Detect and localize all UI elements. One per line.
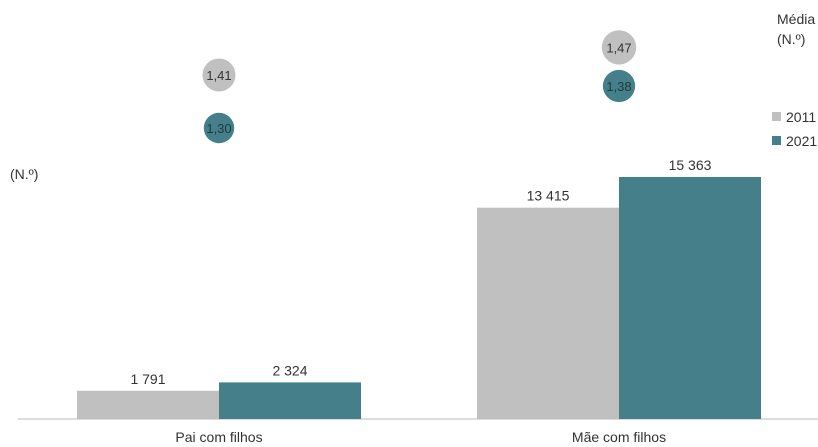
avg-bubble-mae-2011 xyxy=(601,30,637,65)
avg-bubble-pai-2011 xyxy=(202,58,236,92)
avg-bubble-pai-2021 xyxy=(203,112,235,144)
bar-pai-2011 xyxy=(77,390,219,419)
x-tick-label-pai: Pai com filhos xyxy=(175,429,262,445)
x-tick-label-mae: Mãe com filhos xyxy=(572,429,666,445)
average-unit: (N.º) xyxy=(777,31,805,47)
legend-swatch-2011 xyxy=(772,112,781,121)
bar-value-label-pai-2021: 2 324 xyxy=(272,362,307,378)
avg-bubble-label-mae-2021: 1,38 xyxy=(606,79,631,94)
avg-bubble-label-pai-2011: 1,41 xyxy=(206,68,231,83)
avg-bubble-mae-2021 xyxy=(602,69,636,103)
legend: 2011 2021 xyxy=(772,109,817,149)
legend-label-2021: 2021 xyxy=(786,133,817,149)
bars: 1 791 2 324 13 415 15 363 xyxy=(77,157,761,419)
bar-value-label-mae-2021: 15 363 xyxy=(669,157,712,173)
legend-swatch-2021 xyxy=(772,136,781,145)
bar-pai-2021 xyxy=(219,382,361,419)
average-title: Média xyxy=(777,11,815,27)
bar-mae-2021 xyxy=(619,177,761,419)
bar-value-label-pai-2011: 1 791 xyxy=(130,371,165,387)
x-tick-labels: Pai com filhos Mãe com filhos xyxy=(175,429,666,445)
avg-bubble-label-pai-2021: 1,30 xyxy=(206,121,231,136)
y-axis-label: (N.º) xyxy=(10,166,38,182)
avg-bubble-label-mae-2011: 1,47 xyxy=(606,40,631,55)
bar-mae-2011 xyxy=(477,207,619,419)
average-bubbles: 1,41 1,47 1,30 1,38 xyxy=(202,30,637,144)
legend-label-2011: 2011 xyxy=(786,109,816,125)
bar-value-label-mae-2011: 13 415 xyxy=(527,188,570,204)
